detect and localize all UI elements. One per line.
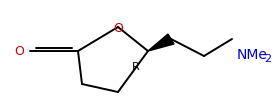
- Text: O: O: [14, 45, 24, 58]
- Polygon shape: [148, 35, 174, 52]
- Text: 2: 2: [264, 54, 271, 63]
- Text: NMe: NMe: [237, 48, 268, 61]
- Text: R: R: [132, 61, 140, 71]
- Text: O: O: [113, 22, 123, 35]
